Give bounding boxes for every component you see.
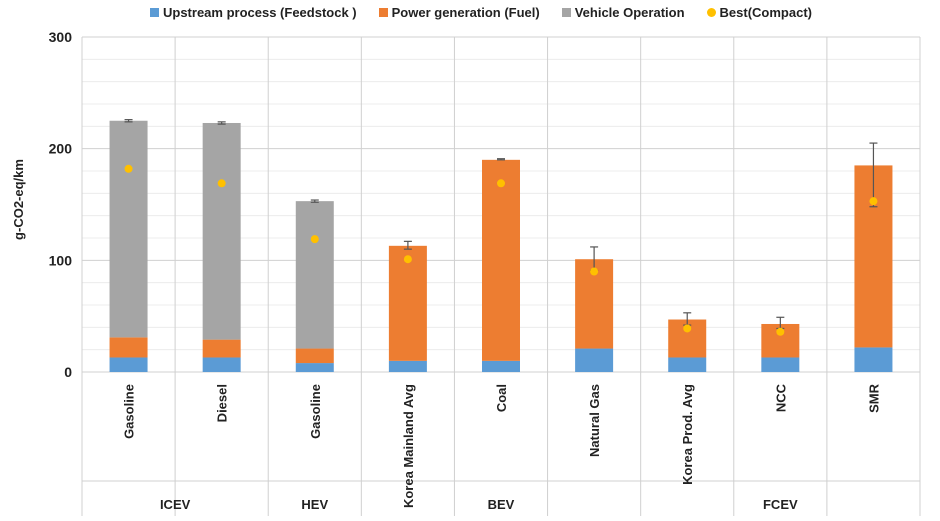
legend-item-vehicle-operation: Vehicle Operation [561, 5, 685, 20]
best-compact-point [869, 197, 878, 206]
legend-swatch-vehicle-operation [561, 8, 571, 17]
bar-segment-upstream [761, 357, 800, 372]
group-label: BEV [488, 497, 515, 512]
y-tick-label: 200 [49, 141, 73, 157]
chart-legend: Upstream process (Feedstock ) Power gene… [150, 5, 812, 20]
best-compact-point [590, 267, 599, 276]
legend-label-power-generation: Power generation (Fuel) [391, 5, 540, 20]
bar-segment-upstream [668, 357, 707, 372]
best-compact-point [683, 324, 692, 333]
legend-label-vehicle-operation: Vehicle Operation [574, 5, 685, 20]
group-label: FCEV [763, 497, 798, 512]
legend-label-best-compact: Best(Compact) [719, 5, 812, 20]
best-compact-point [217, 179, 226, 188]
best-compact-point [124, 164, 133, 173]
legend-item-power-generation: Power generation (Fuel) [378, 5, 540, 20]
best-compact-point [310, 235, 319, 244]
bar-segment-power-generation [482, 159, 520, 361]
bar-segment-power-generation [388, 245, 427, 361]
best-compact-point [403, 255, 412, 264]
best-compact-point [497, 179, 505, 188]
group-label: ICEV [160, 497, 191, 512]
x-category-label: Korea Mainland Avg [401, 384, 416, 508]
bar-segment-upstream [295, 363, 334, 372]
bar-segment-power-generation [295, 348, 334, 364]
y-tick-label: 300 [49, 29, 73, 45]
bar-segment-upstream [388, 360, 427, 372]
legend-item-upstream: Upstream process (Feedstock ) [150, 5, 357, 20]
x-category-label: Gasoline [308, 384, 323, 439]
y-tick-label: 100 [49, 252, 73, 268]
x-category-label: Natural Gas [587, 384, 602, 457]
x-category-label: Coal [494, 384, 509, 412]
bar-segment-vehicle-operation [295, 201, 334, 349]
legend-item-best-compact: Best(Compact) [706, 5, 812, 20]
bar-segment-upstream [109, 357, 148, 372]
bar-segment-upstream [202, 357, 241, 372]
bar-segment-upstream [854, 347, 893, 372]
legend-swatch-best-compact [706, 8, 716, 17]
best-compact-point [776, 327, 785, 336]
bar-segment-power-generation [109, 337, 148, 358]
x-category-label: Korea Prod. Avg [680, 384, 695, 485]
x-category-label: SMR [866, 383, 881, 413]
bar-segment-power-generation [202, 339, 241, 358]
x-category-label: Diesel [215, 384, 230, 422]
y-tick-label: 0 [64, 364, 72, 380]
bar-segment-upstream [482, 360, 520, 372]
x-category-label: Gasoline [122, 384, 137, 439]
group-label: HEV [301, 497, 328, 512]
legend-swatch-upstream [150, 8, 159, 17]
bar-segment-vehicle-operation [109, 120, 148, 338]
bar-segment-upstream [575, 348, 614, 372]
bar-segment-vehicle-operation [202, 122, 241, 340]
legend-swatch-power-generation [378, 8, 388, 17]
x-category-label: NCC [773, 383, 788, 412]
legend-label-upstream: Upstream process (Feedstock ) [163, 5, 357, 20]
